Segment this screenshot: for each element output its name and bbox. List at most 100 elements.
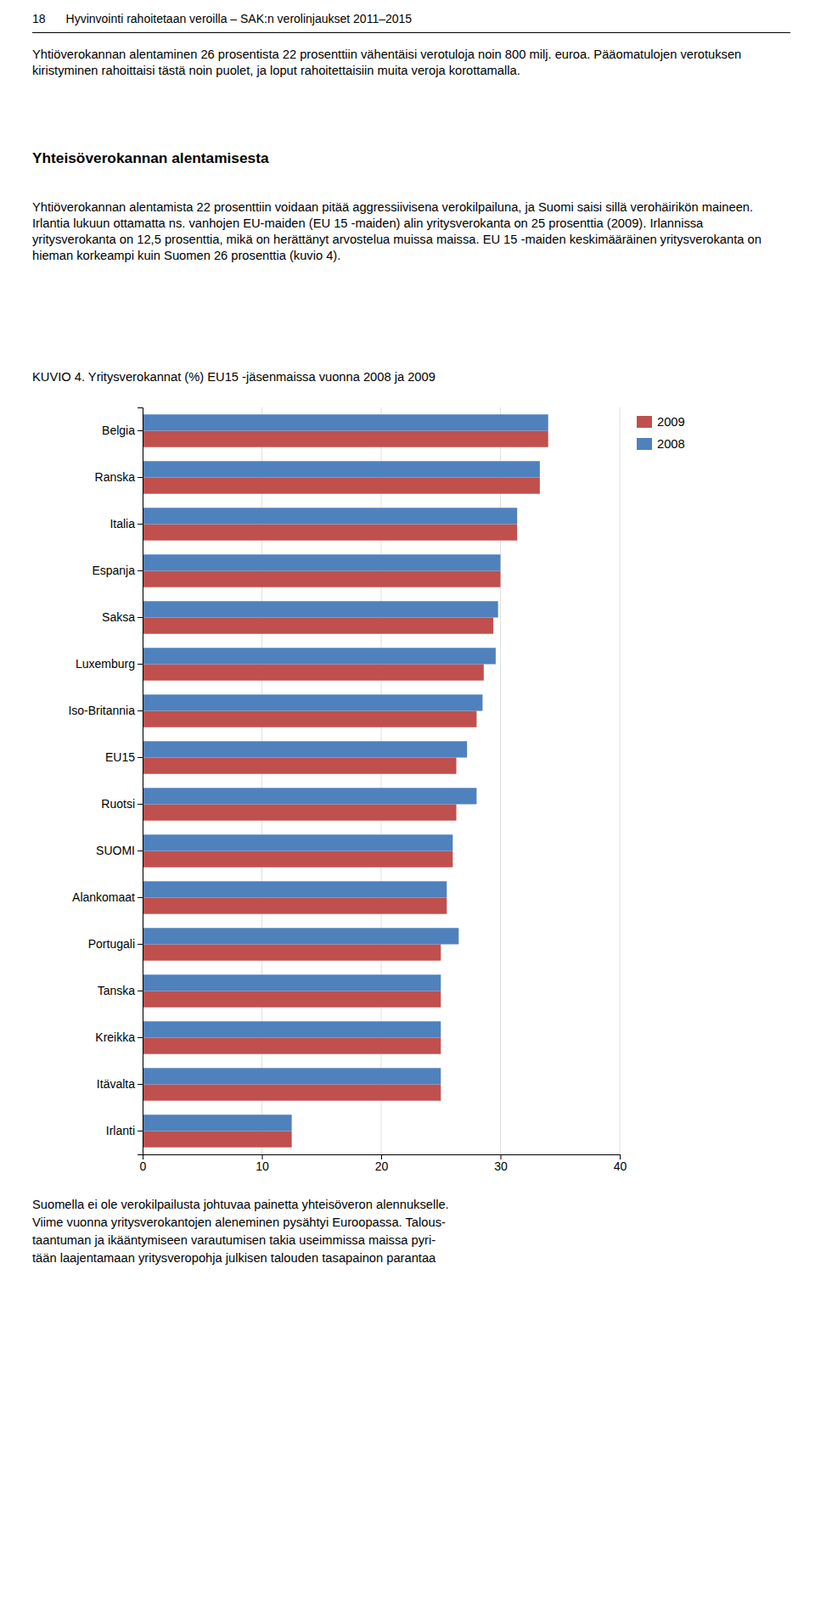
y-tick-label: EU15 (105, 750, 135, 765)
y-tick: Luxemburg (75, 657, 143, 671)
y-tick-mark (137, 710, 143, 712)
y-tick: Italia (109, 517, 143, 531)
y-tick-label: Ranska (95, 470, 136, 484)
y-tick: Portugali (88, 937, 143, 951)
bar (142, 524, 518, 541)
bar (142, 881, 447, 898)
series-bars (142, 431, 549, 1148)
bar (142, 1021, 441, 1038)
y-tick: Tanska (97, 983, 143, 998)
legend-swatch (636, 415, 652, 428)
y-tick-mark (137, 617, 143, 619)
bar (142, 1067, 441, 1085)
y-tick-mark (137, 570, 143, 572)
x-tick: 20 (375, 1154, 389, 1174)
bar (142, 601, 499, 618)
y-tick: Kreikka (95, 1030, 143, 1045)
header: 18Hyvinvointi rahoitetaan veroilla – SAK… (32, 11, 412, 26)
paragraph-line: Suomella ei ole verokilpailusta johtuvaa… (32, 1197, 450, 1214)
x-tick: 10 (255, 1154, 270, 1174)
y-tick-label: Ruotsi (101, 797, 135, 811)
y-tick: Ranska (95, 470, 143, 484)
grid-line (619, 407, 621, 1155)
bar (142, 1084, 441, 1102)
y-tick-label: Tanska (97, 983, 136, 998)
bar (142, 694, 483, 711)
y-tick: Espanja (91, 563, 143, 578)
y-tick-label: SUOMI (95, 843, 135, 858)
y-tick-label: Itävalta (96, 1077, 135, 1091)
header-rule (32, 32, 791, 34)
y-tick-mark (137, 430, 143, 432)
y-tick: EU15 (105, 750, 143, 765)
chart-svg: 0 10 20 30 40 Belgia Ranska Italia Espanja Saksa L… (0, 0, 815, 1600)
x-tick-label: 40 (613, 1159, 628, 1174)
y-tick-label: Belgia (101, 423, 135, 438)
bar (142, 851, 453, 868)
y-tick-label: Italia (109, 517, 135, 531)
y-tick-mark (137, 1130, 143, 1132)
x-tick-label: 10 (255, 1159, 270, 1174)
header-text: Hyvinvointi rahoitetaan veroilla – SAK:n… (66, 11, 413, 26)
bar (142, 834, 453, 851)
bar (142, 554, 501, 571)
y-axis-line (137, 408, 144, 1156)
y-tick-label: Luxemburg (75, 657, 135, 671)
bar (142, 664, 484, 681)
y-tick: Itävalta (96, 1077, 143, 1091)
y-tick-label: Iso-Britannia (67, 703, 135, 718)
bar (142, 507, 518, 524)
y-tick-label: Irlanti (106, 1124, 135, 1138)
y-tick-label: Espanja (91, 563, 135, 578)
y-tick-mark (137, 850, 143, 852)
bar (142, 477, 540, 495)
bar (142, 974, 441, 991)
x-tick-label: 30 (494, 1159, 508, 1174)
legend-item: 2009 (636, 415, 686, 429)
bar (142, 1038, 441, 1055)
x-tick: 30 (494, 1154, 508, 1174)
x-tick-label: 20 (375, 1159, 389, 1174)
bar (142, 758, 457, 775)
x-tick-label: 0 (140, 1159, 147, 1174)
y-tick-label: Alankomaat (72, 890, 135, 905)
y-tick: Irlanti (106, 1124, 143, 1138)
bar (142, 787, 477, 804)
paragraph-line: Viime vuonna yritysverokantojen alenemin… (32, 1214, 446, 1231)
bar (142, 1131, 293, 1148)
y-tick-mark (137, 803, 143, 805)
bar (142, 741, 467, 758)
bar (142, 571, 501, 588)
legend-item: 2008 (636, 437, 686, 451)
y-tick-label: Saksa (101, 610, 135, 624)
y-tick-label: Kreikka (95, 1030, 135, 1045)
chart-title: KUVIO 4. Yritysverokannat (%) EU15 -jäse… (32, 369, 436, 386)
bar (142, 927, 459, 945)
bar (142, 991, 441, 1008)
y-tick-mark (137, 477, 143, 478)
bar (142, 460, 540, 478)
y-tick-mark (137, 663, 143, 665)
bar (142, 711, 477, 728)
legend-swatch (636, 438, 652, 450)
bar (142, 804, 457, 821)
paragraph-line: tään laajentamaan yritysveropohja julkis… (32, 1250, 436, 1267)
bar (142, 944, 441, 962)
x-tick: 0 (140, 1154, 147, 1174)
y-tick-mark (137, 1084, 143, 1085)
grid (142, 407, 620, 1155)
y-tick-mark (137, 1037, 143, 1039)
section-title: Yhteisöverokannan alentamisesta (32, 148, 791, 168)
bar (142, 414, 549, 431)
y-tick: Saksa (101, 610, 143, 624)
y-tick-mark (137, 757, 143, 759)
y-tick: Ruotsi (101, 797, 143, 811)
series-bars (142, 414, 549, 1131)
y-axis: Belgia Ranska Italia Espanja Saksa Luxemburg I… (67, 408, 143, 1156)
paragraph: Yhtiöverokannan alentamista 22 prosentti… (32, 199, 791, 265)
y-tick: Belgia (101, 423, 143, 438)
bar (142, 647, 496, 664)
y-tick-mark (137, 944, 143, 945)
y-tick-mark (137, 523, 143, 525)
x-tick: 40 (613, 1154, 628, 1174)
